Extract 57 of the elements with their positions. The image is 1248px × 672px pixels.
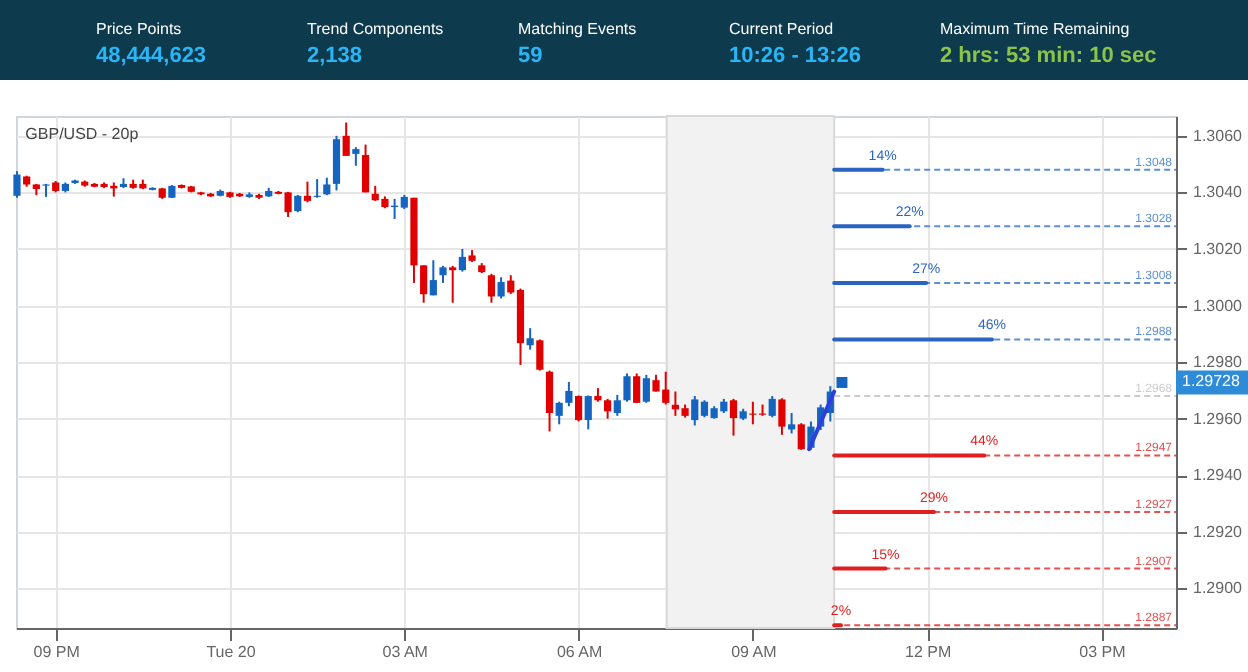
x-tick-label: 09 PM: [33, 643, 81, 661]
candlestick: [574, 394, 583, 423]
text: Current Period: [729, 20, 836, 38]
x-tick-label: 09 AM: [731, 643, 778, 661]
candlestick: [584, 394, 592, 431]
candlestick: [342, 121, 350, 157]
candlestick: [613, 393, 621, 417]
candlestick: [787, 412, 796, 435]
candlestick: [429, 259, 437, 297]
y-tick-label: 1.2960: [1193, 409, 1244, 428]
text: 10:26 - 13:26: [729, 44, 862, 68]
x-tick-label: 03 PM: [1079, 643, 1127, 661]
candlestick: [487, 272, 496, 304]
y-tick-label: 1.2920: [1193, 522, 1244, 541]
candlestick: [778, 397, 786, 436]
candlestick: [623, 372, 631, 403]
text: Maximum Time Remaining: [940, 20, 1132, 38]
candlestick: [604, 397, 612, 420]
text: 48,444,623: [96, 44, 207, 68]
candlestick: [458, 247, 466, 273]
candlestick: [303, 180, 312, 204]
candlestick: [526, 327, 534, 351]
candlestick: [642, 373, 650, 404]
y-tick-label: 1.2940: [1193, 466, 1244, 485]
x-tick-label: 12 PM: [905, 643, 952, 661]
candlestick: [729, 397, 738, 437]
candlestick: [449, 264, 457, 304]
text: Price Points: [96, 20, 184, 38]
text: GBP/USD - 20p: [25, 125, 140, 143]
candlestick: [361, 143, 370, 194]
x-tick-label: 03 AM: [382, 643, 429, 661]
candlestick: [633, 372, 641, 404]
candlestick: [768, 395, 776, 419]
x-tick-label: 06 AM: [556, 643, 603, 661]
y-tick-label: 1.3000: [1193, 296, 1244, 315]
text: 2 hrs: 53 min: 10 sec: [940, 44, 1157, 68]
candlestick: [565, 380, 573, 408]
candlestick: [497, 276, 505, 300]
y-tick-label: 1.3060: [1193, 126, 1244, 145]
y-tick-label: 1.2980: [1193, 353, 1244, 372]
y-tick-label: 1.2900: [1193, 579, 1244, 598]
candlestick: [555, 400, 563, 426]
text: 2,138: [307, 44, 365, 68]
candlestick: [352, 146, 360, 167]
annotation: 1.29728: [1182, 372, 1241, 391]
candlestick: [332, 134, 341, 192]
candlestick: [797, 422, 805, 451]
candlestick: [420, 264, 428, 304]
y-tick-label: 1.3040: [1193, 183, 1244, 202]
text: Trend Components: [307, 20, 444, 38]
text: Matching Events: [518, 20, 637, 38]
y-tick-label: 1.3020: [1193, 239, 1244, 258]
candlestick: [13, 170, 21, 199]
text: 59: [518, 44, 545, 68]
candlestick: [545, 369, 554, 433]
x-tick-label: Tue 20: [206, 643, 257, 661]
candlestick: [536, 338, 544, 372]
